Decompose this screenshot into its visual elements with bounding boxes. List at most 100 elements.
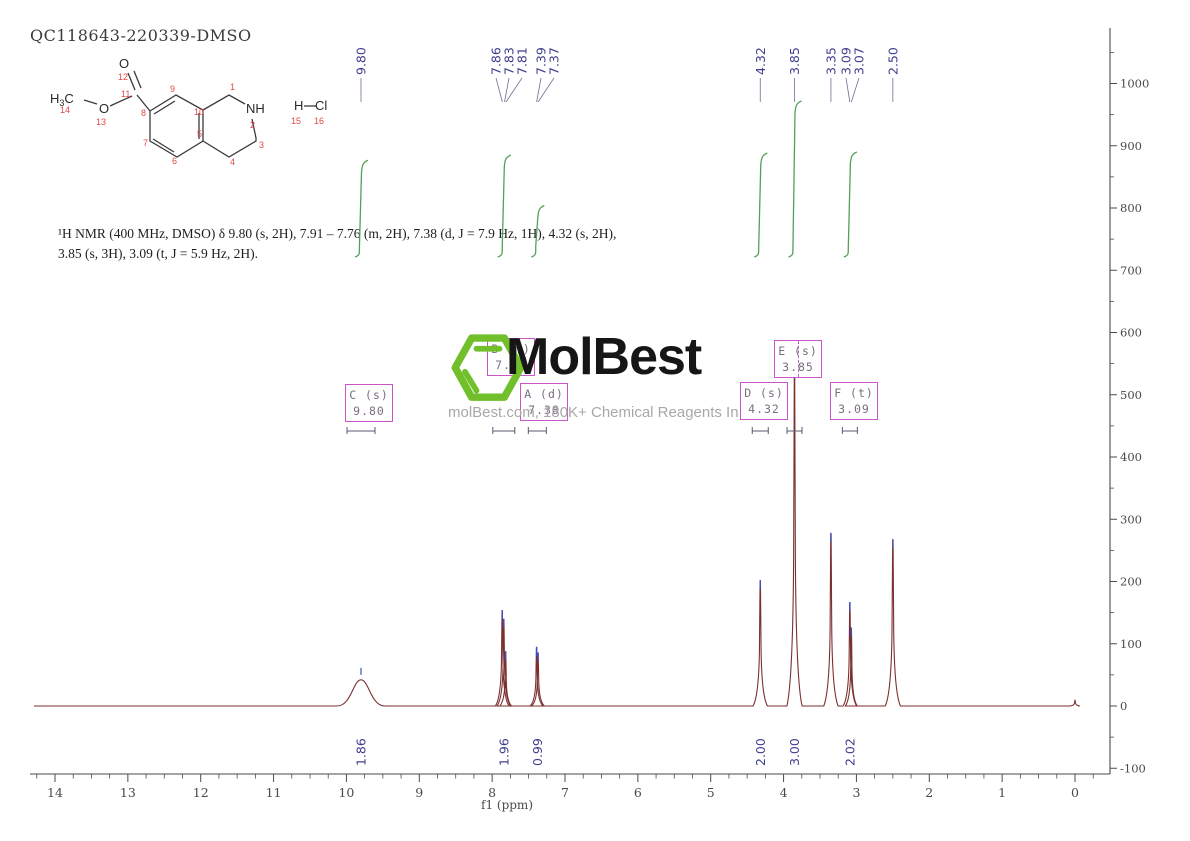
y-tick-label: 100: [1120, 637, 1142, 651]
assignment-line-2: 3.85 (s, 3H), 3.09 (t, J = 5.9 Hz, 2H).: [58, 246, 258, 262]
atom-label: H: [294, 98, 303, 113]
x-tick-label: 10: [338, 785, 354, 800]
peak-shift-label: 3.07: [852, 47, 867, 75]
peak-shift-label: 4.32: [753, 47, 768, 75]
annotation-shift: 3.85: [782, 360, 814, 374]
y-tick-label: 800: [1120, 201, 1142, 215]
annotation-box-A: A (d) 7.38: [520, 383, 568, 421]
x-tick-label: 13: [120, 785, 136, 800]
atom-number: 1: [230, 82, 235, 92]
x-tick-label: 4: [780, 785, 788, 800]
peak-shift-label: 7.39: [534, 47, 549, 75]
annotation-shift: 7.38: [528, 403, 560, 417]
x-tick-label: 8: [488, 785, 496, 800]
x-tick-label: 1: [998, 785, 1006, 800]
integration-value: 3.00: [787, 738, 802, 766]
y-tick-label: 1000: [1120, 77, 1149, 91]
bond-skeleton: [83, 70, 316, 158]
integral-curve: [788, 100, 802, 258]
nmr-assignment-text: ¹H NMR (400 MHz, DMSO) δ 9.80 (s, 2H), 7…: [58, 224, 633, 265]
integration-value: 0.99: [530, 738, 545, 766]
peak-shift-label: 2.50: [885, 47, 900, 75]
atom-number: 14: [60, 105, 70, 115]
x-tick-label: 11: [266, 785, 282, 800]
assignment-line-1: ¹H NMR (400 MHz, DMSO) δ 9.80 (s, 2H), 7…: [58, 226, 617, 241]
peak-shift-label: 7.37: [547, 47, 562, 75]
integration-value: 1.96: [496, 738, 511, 766]
x-axis-title: f1 (ppm): [481, 798, 533, 812]
peak-position-dash: [798, 341, 799, 377]
integral-curve: [531, 204, 545, 258]
x-tick-label: 6: [634, 785, 642, 800]
annotation-multiplicity: C (s): [349, 387, 389, 402]
atom-label: O: [119, 56, 129, 71]
integration-value: 1.86: [353, 738, 368, 766]
atom-number: 6: [172, 156, 177, 166]
y-tick-label: 400: [1120, 450, 1142, 464]
y-tick-label: 200: [1120, 575, 1142, 589]
integration-value: 2.00: [753, 738, 768, 766]
peak-shift-label: 7.81: [515, 47, 530, 75]
integration-value: 2.02: [842, 738, 857, 766]
x-tick-label: 5: [707, 785, 715, 800]
annotation-multiplicity: A (d): [524, 386, 564, 401]
annotation-shift: 9.80: [353, 404, 385, 418]
atom-number: 3: [259, 140, 264, 150]
annotation-multiplicity: E (s): [778, 343, 818, 358]
x-tick-label: 14: [47, 785, 63, 800]
annotation-shift: 4.32: [748, 402, 780, 416]
x-tick-label: 3: [852, 785, 860, 800]
atom-number: 15: [291, 116, 301, 126]
integral-curve: [754, 152, 768, 258]
atom-label: H3C: [50, 91, 74, 108]
integral-curve: [497, 154, 512, 258]
peak-shift-label: 3.09: [839, 47, 854, 75]
atom-number: 13: [96, 117, 106, 127]
y-tick-label: 500: [1120, 388, 1142, 402]
x-tick-label: 9: [415, 785, 423, 800]
atom-number: 12: [118, 72, 128, 82]
atom-label: O: [99, 101, 109, 116]
annotation-box-C: C (s) 9.80: [345, 384, 393, 422]
y-tick-label: 700: [1120, 263, 1142, 277]
peak-shift-label: 3.35: [823, 47, 838, 75]
atom-number: 8: [141, 108, 146, 118]
annotation-multiplicity: D (s): [744, 385, 784, 400]
watermark-tagline: molBest.com, 180K+ Chemical Reagents In …: [448, 404, 785, 421]
atom-number: 7: [143, 138, 148, 148]
atom-number: 2: [250, 120, 255, 130]
atom-number: 10: [194, 107, 204, 117]
atom-number: 4: [230, 157, 235, 167]
spectrum-trace: [34, 369, 1080, 707]
atom-label: Cl: [315, 98, 327, 113]
peak-shift-label: 7.83: [502, 47, 517, 75]
annotation-box-F: F (t) 3.09: [830, 382, 878, 420]
atom-number: 16: [314, 116, 324, 126]
annotation-shift: 3.09: [838, 402, 870, 416]
atom-number: 11: [121, 89, 130, 99]
x-tick-label: 12: [193, 785, 209, 800]
atom-label: NH: [246, 101, 265, 116]
atom-number: 5: [197, 129, 202, 139]
y-tick-label: 900: [1120, 139, 1142, 153]
annotation-box-E: E (s) 3.85: [774, 340, 822, 378]
integral-curve: [354, 159, 369, 258]
integral-curve: [843, 151, 858, 258]
x-tick-label: 2: [925, 785, 933, 800]
peak-shift-label: 7.86: [489, 47, 504, 75]
y-tick-label: 0: [1120, 699, 1127, 713]
peak-shift-label: 9.80: [353, 47, 368, 75]
y-tick-label: 600: [1120, 326, 1142, 340]
x-tick-label: 7: [561, 785, 569, 800]
y-tick-label: 300: [1120, 512, 1142, 526]
annotation-multiplicity: F (t): [834, 385, 874, 400]
sample-title: QC118643-220339-DMSO: [30, 26, 252, 45]
peak-shift-label: 3.85: [787, 47, 802, 75]
y-tick-label: -100: [1120, 761, 1146, 775]
atom-number: 9: [170, 84, 175, 94]
x-tick-label: 0: [1071, 785, 1079, 800]
molbest-logo-hexagon-icon: [451, 334, 525, 401]
